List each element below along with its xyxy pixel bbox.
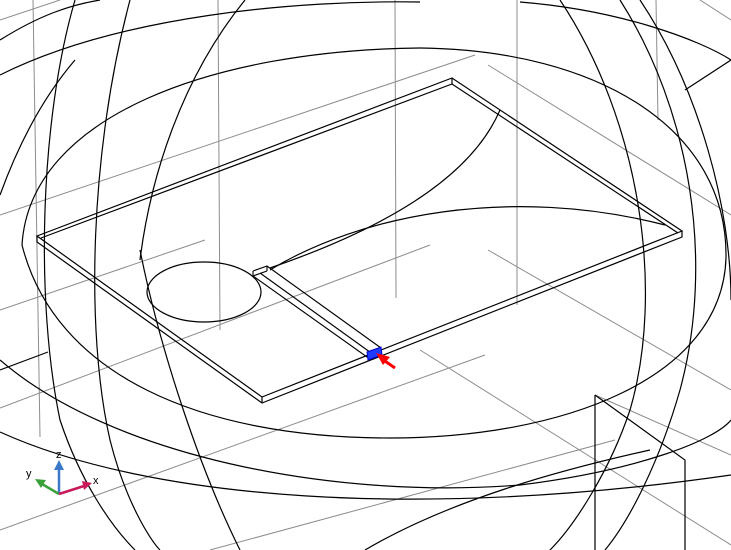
meridian-right-1 <box>604 0 697 550</box>
outer-sphere-bottom-arc <box>0 431 731 500</box>
substrate-side-edge <box>36 231 683 404</box>
substrate-inner-edge <box>40 83 679 239</box>
grid-line <box>594 394 731 456</box>
domain-box-edge <box>594 394 686 550</box>
meridian-left-3 <box>139 0 246 261</box>
meridian-right-2 <box>549 0 646 550</box>
grid-line <box>209 439 616 550</box>
grid-line <box>217 0 221 331</box>
microstrip-feed-line[interactable] <box>252 265 382 358</box>
grid-line <box>32 0 41 438</box>
arrow-head <box>376 353 390 365</box>
grid-line <box>655 0 659 121</box>
meridian-right-3 <box>639 0 731 301</box>
top-arc-right <box>519 1 731 61</box>
outer-sphere-lower-arc <box>0 359 731 489</box>
substrate-top-face <box>35 77 684 398</box>
meridian-left-2 <box>94 0 161 550</box>
grid-line <box>394 0 397 299</box>
y-axis-arrowhead <box>35 479 46 488</box>
x-axis-arrowhead <box>82 481 92 490</box>
y-axis-label: y <box>26 468 32 480</box>
front-arc <box>364 449 651 550</box>
grid-line <box>0 54 476 216</box>
circular-patch[interactable] <box>146 261 262 323</box>
equator-ellipse <box>21 47 727 439</box>
grid-line <box>0 354 486 531</box>
port-direction-arrow <box>376 353 396 370</box>
axis-triad: z y x <box>26 449 99 496</box>
x-axis-line <box>58 484 85 496</box>
top-arc-corner <box>0 0 101 41</box>
top-arc-left <box>0 1 421 76</box>
z-axis-arrowhead <box>54 460 64 470</box>
grid-line <box>419 349 731 546</box>
inner-curve-upper <box>269 109 501 269</box>
grid-line <box>0 239 206 311</box>
feed-line-edge <box>252 270 268 277</box>
grid-line <box>699 0 731 21</box>
grid-line <box>487 64 731 216</box>
z-axis-label: z <box>56 449 62 461</box>
feed-line-edge <box>259 272 375 356</box>
meridian-left-1 <box>43 0 136 550</box>
domain-box-edge <box>0 351 49 371</box>
domain-box-edge <box>684 59 731 91</box>
meridian-front-left <box>139 249 241 550</box>
feed-line-edge <box>252 265 382 349</box>
inner-curve-lower <box>269 206 666 271</box>
meridian-left-4 <box>0 59 76 196</box>
grid-line <box>0 0 61 21</box>
y-axis-line <box>41 482 60 496</box>
x-axis-label: x <box>93 475 99 487</box>
grid-line <box>0 244 431 409</box>
grid-line <box>487 249 731 391</box>
pcb-substrate[interactable] <box>35 77 684 404</box>
